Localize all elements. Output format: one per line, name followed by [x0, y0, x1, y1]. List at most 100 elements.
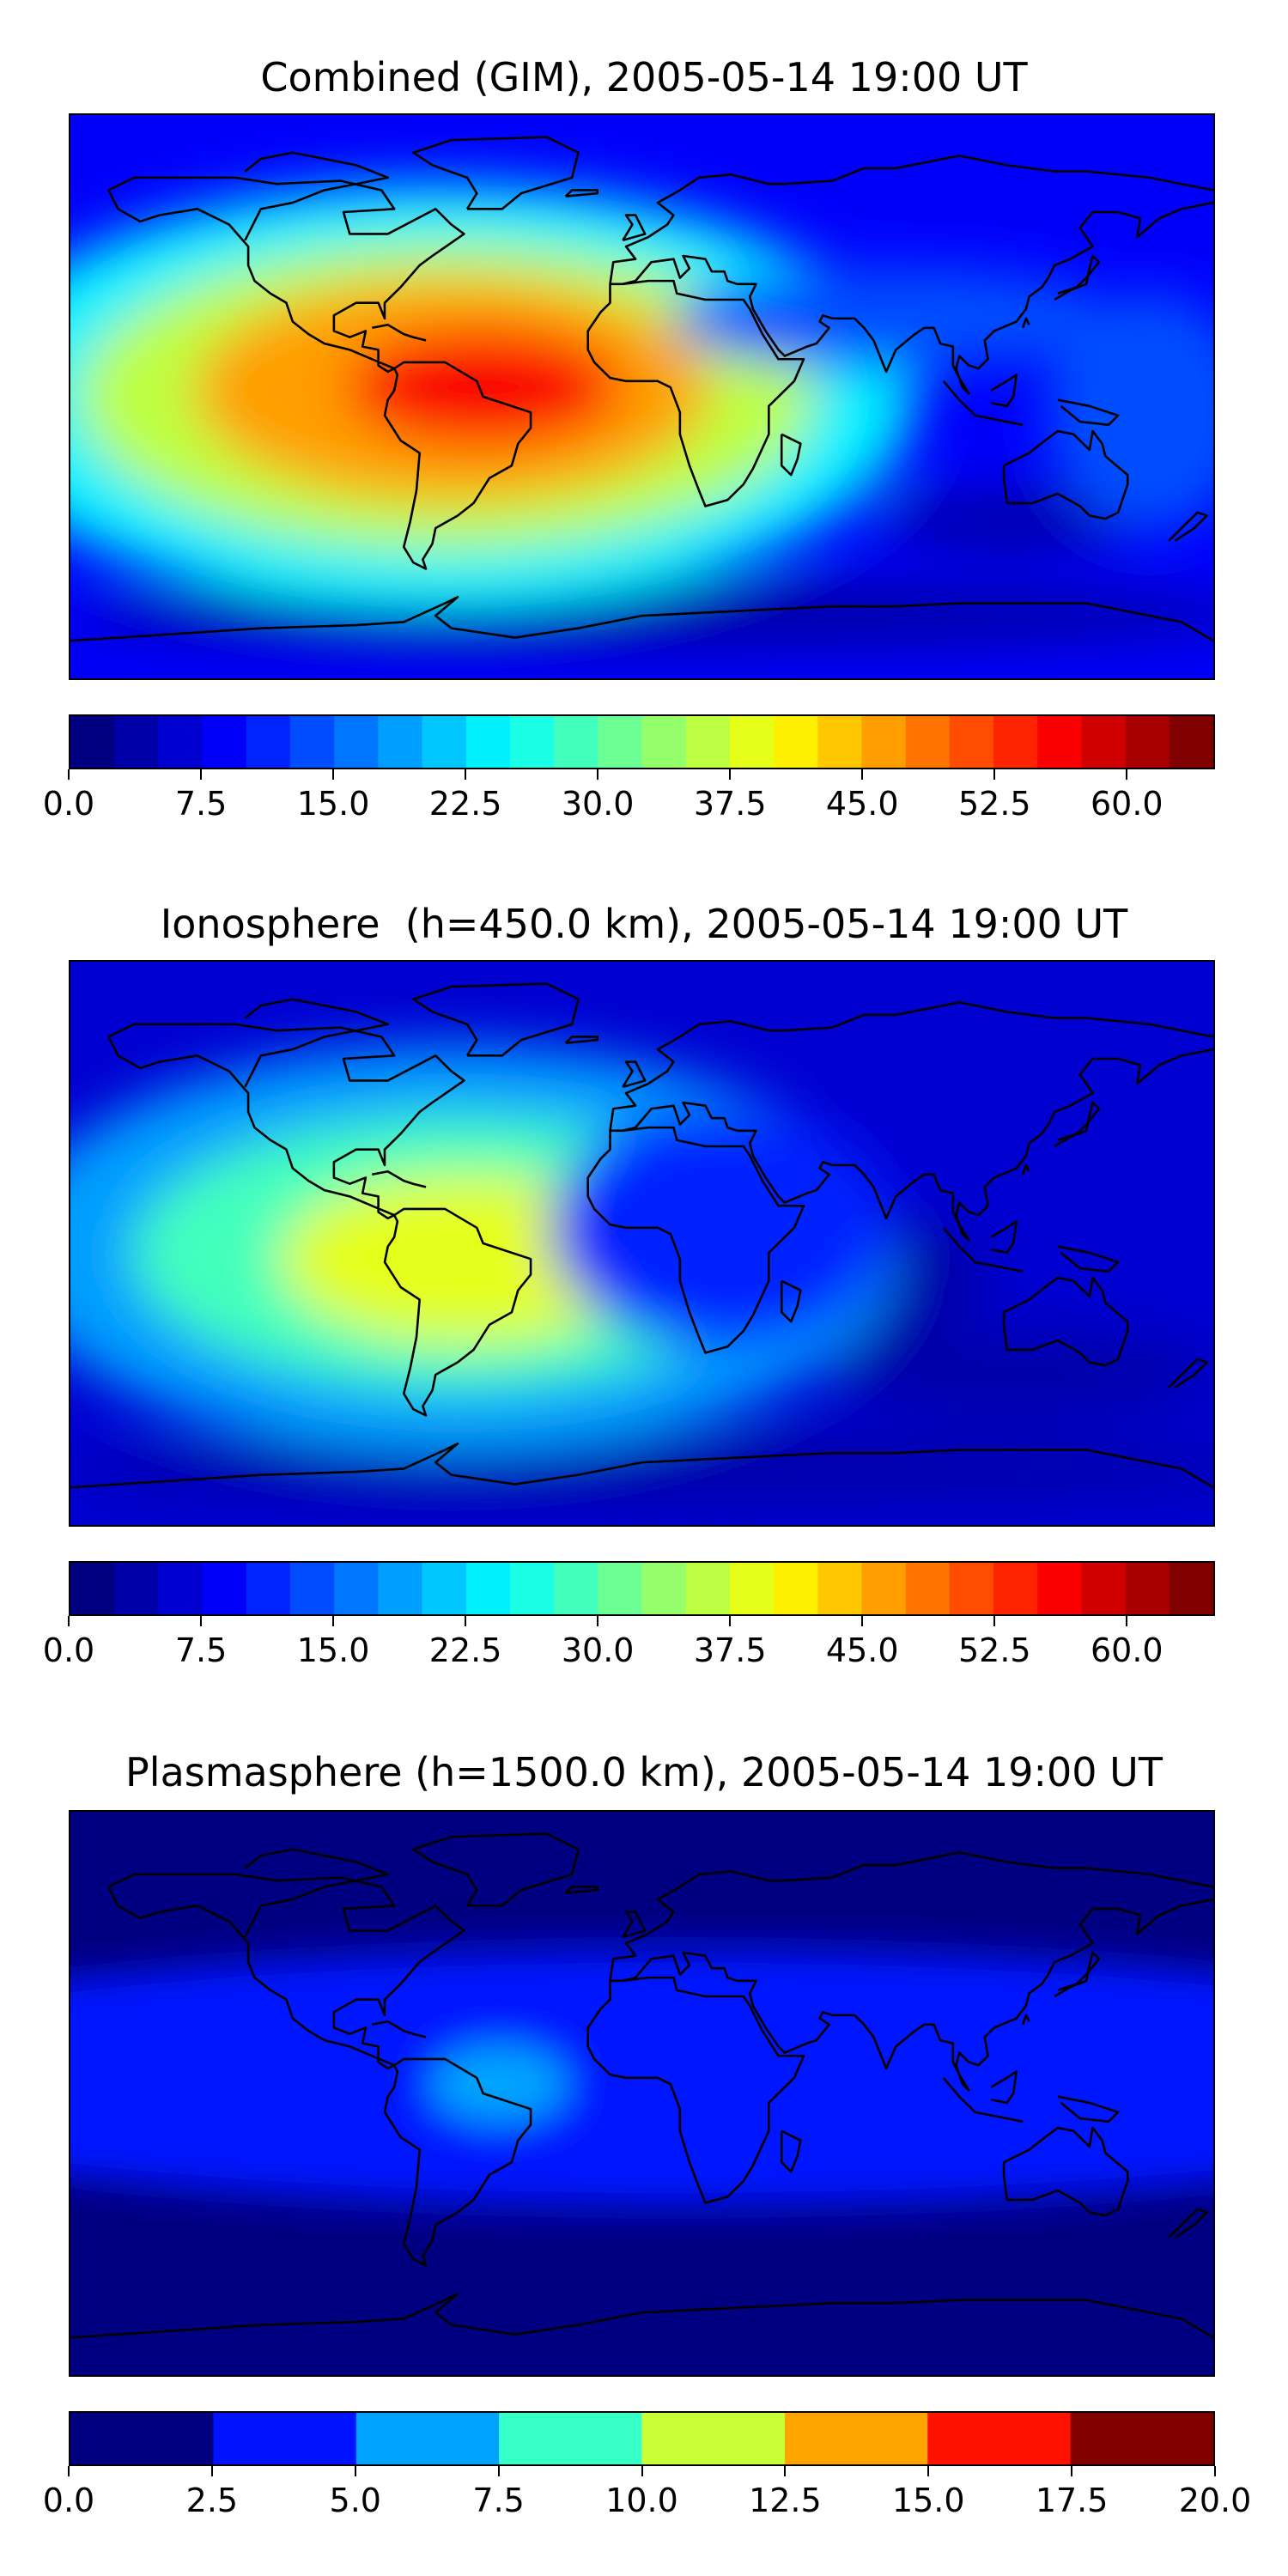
colorbar-tick	[200, 1616, 203, 1626]
colorbar-tick-label: 10.0	[605, 2482, 678, 2519]
colorbar-tick	[332, 1616, 335, 1626]
colorbar-swatch	[993, 716, 1038, 768]
colorbar-swatch	[1081, 716, 1127, 768]
coastline-path	[70, 2292, 1213, 2339]
colorbar-tick	[597, 1616, 599, 1626]
contour-level-5	[430, 2045, 568, 2123]
map-panel-ionosphere	[69, 960, 1215, 1527]
coastline-path	[942, 380, 1024, 427]
colorbar-tick	[729, 769, 732, 780]
chart-title: Combined (GIM), 2005-05-14 19:00 UT	[260, 54, 1028, 100]
coastline-path	[990, 2070, 1018, 2105]
coastline-path	[609, 1001, 1213, 1131]
contour-level-4	[673, 267, 1119, 370]
colorbar-swatch	[378, 716, 423, 768]
colorbar-swatch	[509, 1563, 555, 1614]
colorbar-tick-label: 0.0	[42, 2482, 95, 2519]
colorbar-tick	[68, 1616, 70, 1626]
coastline-path	[244, 998, 389, 1088]
colorbar-tick	[465, 1616, 467, 1626]
colorbar-swatch	[861, 716, 907, 768]
coastline-path	[942, 2076, 1024, 2123]
colorbar-tick-label: 0.0	[42, 785, 95, 823]
colorbar-swatch	[598, 716, 643, 768]
coastline	[70, 136, 1213, 642]
colorbar-tick	[861, 769, 864, 780]
colorbar-swatch	[641, 2413, 786, 2464]
colorbar-swatch	[949, 716, 994, 768]
colorbar-swatch	[1125, 716, 1170, 768]
coastline-path	[244, 1848, 389, 1938]
colorbar-tick-label: 12.5	[749, 2482, 822, 2519]
colorbar-swatch	[774, 716, 818, 768]
colorbar-tick	[354, 2466, 356, 2476]
coastline-path	[780, 433, 802, 477]
coastline-path	[1168, 511, 1208, 542]
coastline-path	[371, 323, 427, 342]
coastline-path	[1021, 1163, 1030, 1176]
colorbar-swatch	[817, 716, 863, 768]
colorbar-swatch	[641, 716, 687, 768]
colorbar-swatch	[465, 716, 511, 768]
colorbar-tick-label: 22.5	[428, 1631, 502, 1669]
colorbar-swatch	[70, 716, 115, 768]
colorbar-tick	[993, 769, 996, 780]
coastline-path	[623, 1048, 1213, 1242]
coastline-path	[1168, 1358, 1208, 1388]
coastline-path	[609, 155, 1213, 284]
coastline-path	[564, 1036, 599, 1045]
colorbar-swatch	[554, 716, 598, 768]
colorbar-swatch	[114, 1563, 159, 1614]
coastline-path	[622, 214, 647, 242]
contour-low-0	[879, 491, 1154, 552]
colorbar-swatch	[774, 1563, 818, 1614]
colorbar-swatch	[1169, 1563, 1213, 1614]
colorbar-tick	[332, 769, 335, 780]
colorbar-tick-label: 45.0	[825, 785, 899, 823]
coastline-path	[383, 1207, 532, 1417]
contour-low-1	[70, 2235, 1213, 2375]
contour-level-3	[550, 1108, 893, 1347]
colorbar-tick-label: 30.0	[561, 1631, 635, 1669]
colorbar-combined	[69, 714, 1215, 769]
colorbar-swatch	[422, 716, 467, 768]
contour-map	[70, 962, 1213, 1525]
colorbar-swatch	[465, 1563, 511, 1614]
map-panel-combined	[69, 113, 1215, 680]
colorbar-tick	[597, 769, 599, 780]
colorbar-tick-label: 7.5	[472, 2482, 525, 2519]
colorbar-tick-label: 60.0	[1090, 1631, 1163, 1669]
colorbar-swatch	[554, 1563, 598, 1614]
coastline-path	[780, 2129, 802, 2173]
coastline-path	[990, 374, 1018, 408]
colorbar-swatch	[246, 716, 291, 768]
colorbar-swatch	[861, 1563, 907, 1614]
colorbar-tick	[641, 2466, 643, 2476]
contour-map	[70, 115, 1213, 678]
coastline-path	[1002, 429, 1129, 520]
colorbar-tick	[729, 1616, 732, 1626]
colorbar-tick-label: 60.0	[1090, 785, 1163, 823]
map-panel-plasmasphere	[69, 1810, 1215, 2377]
colorbar-swatch	[70, 1563, 115, 1614]
colorbar-swatch	[246, 1563, 291, 1614]
colorbar-tick	[927, 2466, 930, 2476]
colorbar-swatch	[685, 1563, 731, 1614]
colorbar-swatch	[334, 716, 379, 768]
colorbar-tick	[1126, 1616, 1128, 1626]
coastline-path	[412, 136, 580, 210]
coastline-path	[244, 151, 389, 241]
colorbar-swatch	[499, 2413, 643, 2464]
colorbar-tick-label: 15.0	[891, 2482, 965, 2519]
colorbar-tick	[200, 769, 203, 780]
colorbar-swatch	[202, 716, 247, 768]
colorbar-tick	[861, 1616, 864, 1626]
colorbar-swatch	[949, 1563, 994, 1614]
coastline-path	[1057, 2095, 1120, 2123]
coastline-path	[622, 1060, 647, 1089]
coastline-path	[70, 595, 1213, 642]
colorbar-tick-label: 15.0	[296, 785, 370, 823]
coastline-path	[942, 1226, 1024, 1273]
colorbar-swatch	[289, 1563, 335, 1614]
colorbar-swatch	[905, 716, 951, 768]
